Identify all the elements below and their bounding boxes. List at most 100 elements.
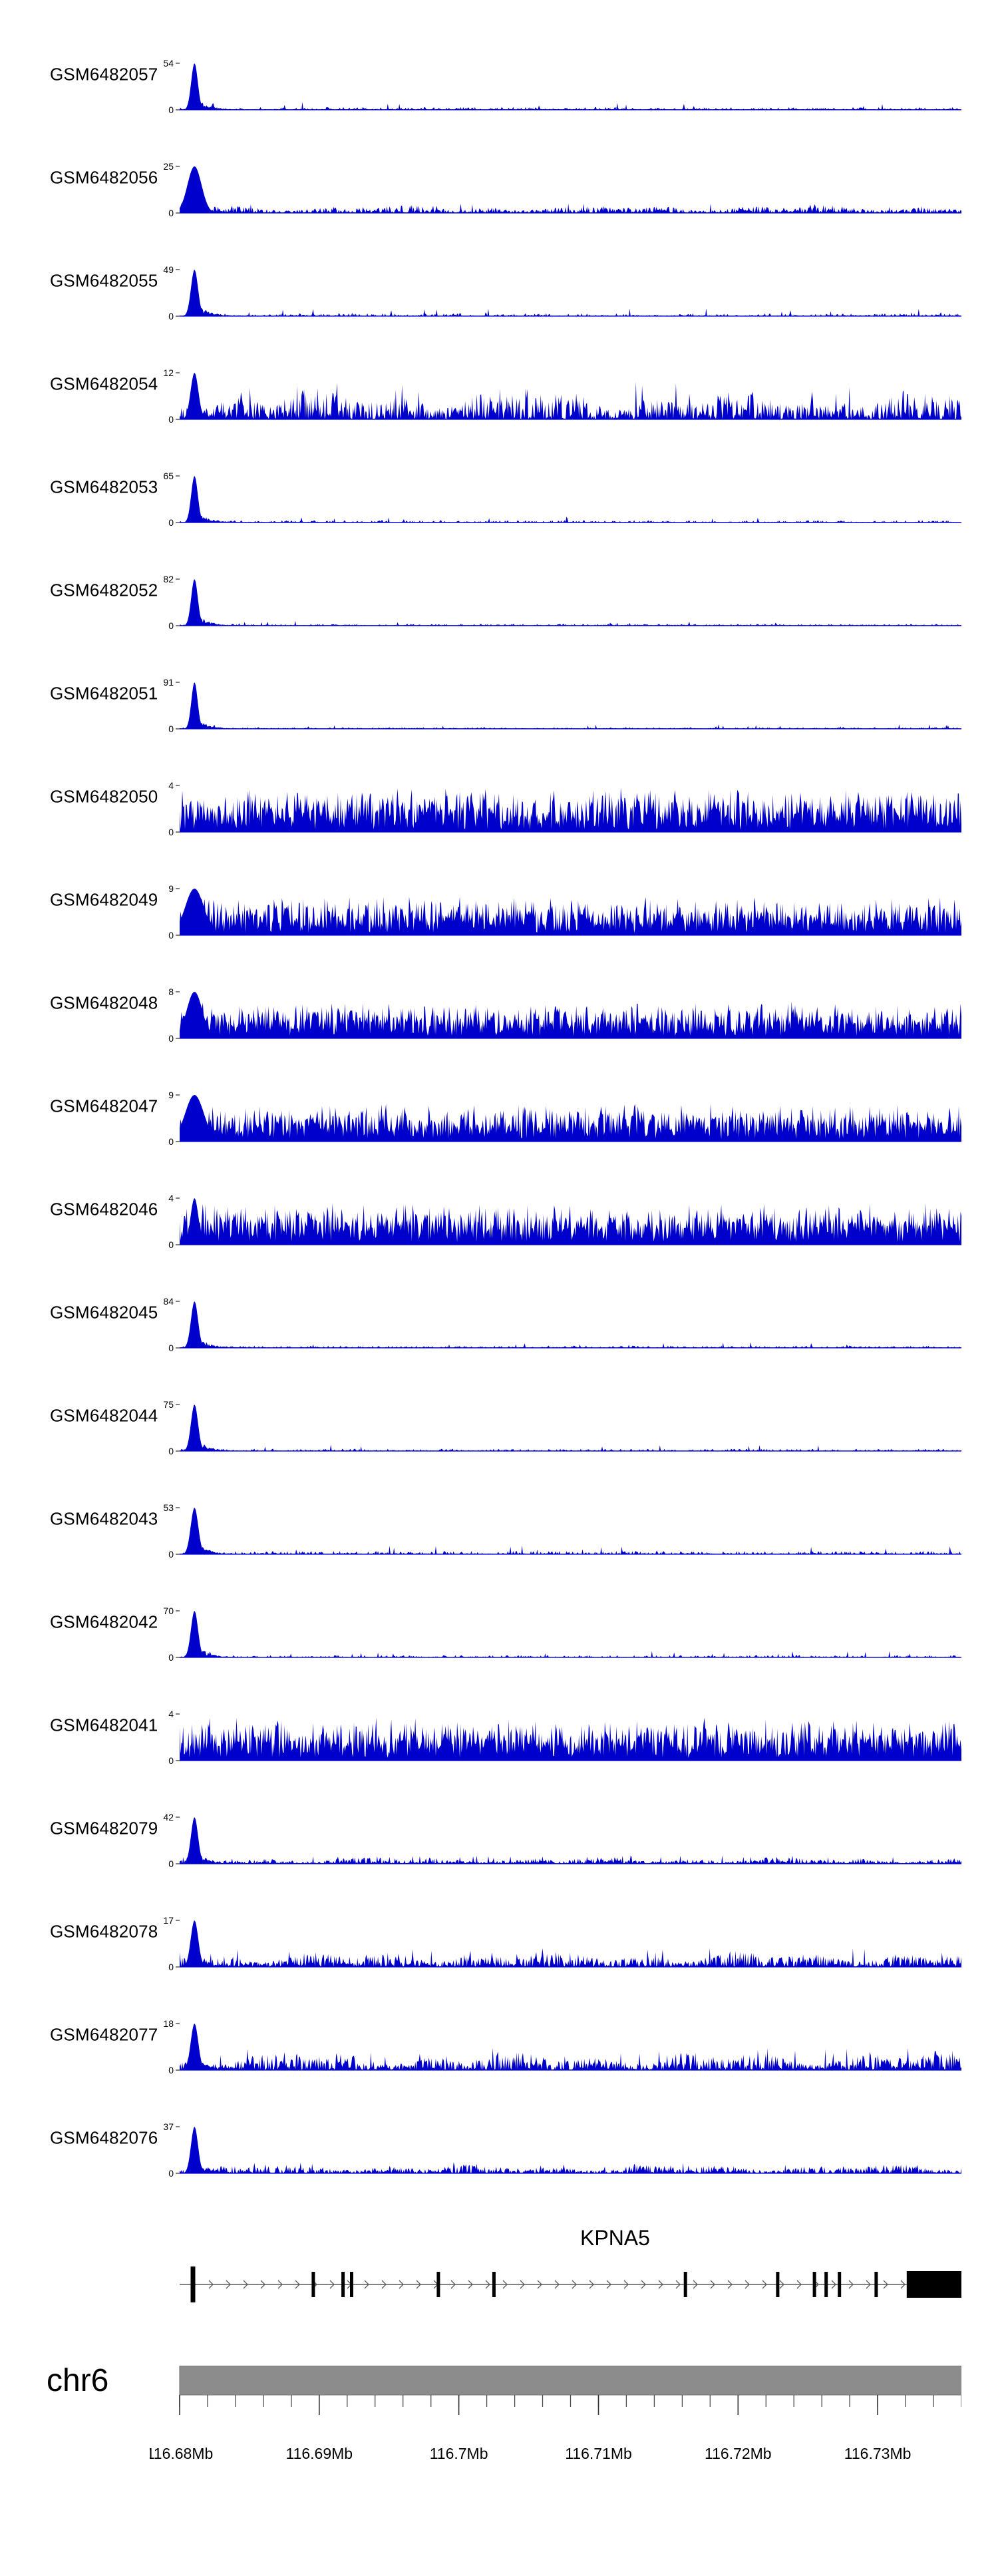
strand-arrow-icon (537, 2280, 542, 2289)
track-ymax-label: 12 (163, 367, 174, 378)
signal-baseline (180, 831, 961, 833)
gene-terminal-exon (906, 2271, 961, 2298)
track-row: GSM6482042 70 0 (0, 1570, 998, 1673)
track-row: GSM6482076 37 0 (0, 2086, 998, 2189)
genome-browser-figure: GSM6482057 54 0 GSM6482056 25 0 GSM6482055 49 0 G… (0, 23, 998, 2462)
strand-arrow-icon (675, 2280, 681, 2289)
track-label: GSM6482055 (50, 270, 158, 290)
track-ymax-label: 65 (163, 471, 174, 481)
gene-exon (190, 2266, 196, 2302)
track-signal-plot: 49 0 (163, 264, 961, 322)
track-label: GSM6482042 (50, 1611, 158, 1631)
track-signal-plot: 37 0 (163, 2121, 961, 2179)
signal-baseline (180, 1760, 961, 1761)
track-label: GSM6482047 (50, 1096, 158, 1116)
track-label: GSM6482051 (50, 683, 158, 703)
track-label: GSM6482043 (50, 1508, 158, 1528)
strand-arrow-icon (848, 2280, 854, 2289)
strand-arrow-icon (416, 2280, 421, 2289)
track-signal-plot: 40 (168, 1193, 961, 1250)
gene-annotation-track: KPNA5 (150, 2226, 961, 2314)
track-label: GSM6482048 (50, 992, 158, 1012)
gene-exon (683, 2272, 687, 2297)
axis-tick-label: 116.73Mb (844, 2445, 912, 2462)
signal-baseline (180, 1966, 961, 1968)
strand-arrow-icon (554, 2280, 560, 2289)
track-ymin-label: 0 (168, 208, 174, 218)
track-label: GSM6482057 (50, 64, 158, 84)
track-row: GSM6482055 49 0 (0, 229, 998, 332)
track-label: GSM6482052 (50, 580, 158, 600)
track-ymin-label: 0 (168, 1858, 174, 1869)
gene-exon (824, 2272, 828, 2297)
chromosome-ruler: 116.68Mb 116.69Mb 116.7Mb 116.71Mb 116.72Mb 1… (150, 2366, 961, 2462)
track-ymax-label: 70 (163, 1606, 174, 1616)
coverage-signal (180, 1301, 961, 1348)
coverage-signal (180, 889, 961, 935)
strand-arrow-icon (485, 2280, 490, 2289)
track-label: GSM6482078 (50, 1921, 158, 1941)
strand-arrow-icon (364, 2280, 369, 2289)
gene-exon (311, 2272, 315, 2297)
track-ymin-label: 0 (168, 827, 174, 837)
track-row: GSM6482057 54 0 (0, 23, 998, 126)
gene-exon (776, 2272, 780, 2297)
track-row: GSM6482048 8 0 (0, 951, 998, 1054)
track-signal-plot: 17 0 (163, 1915, 961, 1972)
track-ymin-label: 0 (168, 1033, 174, 1044)
strand-arrow-icon (866, 2280, 871, 2289)
signal-baseline (180, 625, 961, 626)
track-row: GSM6482043 53 0 (0, 1467, 998, 1570)
track-ymin-label: 0 (168, 1136, 174, 1147)
strand-arrow-icon (641, 2280, 646, 2289)
strand-arrow-icon (277, 2280, 283, 2289)
strand-arrow-icon (658, 2280, 663, 2289)
track-ymax-label: 54 (163, 58, 174, 69)
track-signal-plot: 18 0 (163, 2018, 961, 2075)
track-signal-plot: 70 0 (163, 1606, 961, 1663)
coverage-signal (180, 373, 961, 419)
track-row: GSM6482044 75 0 (0, 1364, 998, 1467)
track-ymax-label: 75 (163, 1399, 174, 1410)
track-label: GSM6482049 (50, 889, 158, 909)
axis-tick-label: 116.71Mb (565, 2445, 632, 2462)
track-signal-plot: 84 0 (163, 1296, 961, 1353)
strand-arrow-icon (243, 2280, 248, 2289)
signal-baseline (180, 1863, 961, 1864)
chromosome-label: chr6 (47, 2362, 109, 2398)
track-row: GSM6482053 65 0 (0, 435, 998, 538)
strand-arrow-icon (520, 2280, 525, 2289)
track-ymax-label: 9 (168, 1090, 174, 1100)
track-ymin-label: 0 (168, 105, 174, 115)
track-row: GSM6482079 42 0 (0, 1777, 998, 1880)
strand-arrow-icon (226, 2280, 231, 2289)
signal-baseline (180, 728, 961, 730)
strand-arrow-icon (900, 2280, 906, 2289)
axis-tick-label: 116.72Mb (705, 2445, 772, 2462)
track-label: GSM6482046 (50, 1199, 158, 1219)
track-ymin-label: 0 (168, 517, 174, 528)
track-ymin-label: 0 (168, 1446, 174, 1456)
strand-arrow-icon (710, 2280, 715, 2289)
coverage-signal (180, 476, 961, 523)
strand-arrow-icon (762, 2280, 767, 2289)
track-ymin-label: 0 (168, 1962, 174, 1972)
track-label: GSM6482044 (50, 1405, 158, 1425)
track-label: GSM6482041 (50, 1715, 158, 1735)
track-label: GSM6482053 (50, 477, 158, 497)
signal-baseline (180, 212, 961, 214)
strand-arrow-icon (468, 2280, 473, 2289)
coverage-signal (180, 1611, 961, 1657)
coverage-signal (180, 1920, 961, 1967)
track-ymin-label: 0 (168, 1239, 174, 1250)
track-signal-plot: 12 0 (163, 367, 961, 425)
track-label: GSM6482056 (50, 167, 158, 187)
track-signal-plot: 80 (168, 986, 961, 1044)
strand-arrow-icon (502, 2280, 508, 2289)
track-ymax-label: 17 (163, 1915, 174, 1926)
track-ymin-label: 0 (168, 1652, 174, 1663)
coverage-signal (180, 2024, 961, 2070)
coverage-signal (180, 992, 961, 1038)
track-signal-plot: 42 0 (163, 1812, 961, 1869)
strand-arrow-icon (727, 2280, 733, 2289)
